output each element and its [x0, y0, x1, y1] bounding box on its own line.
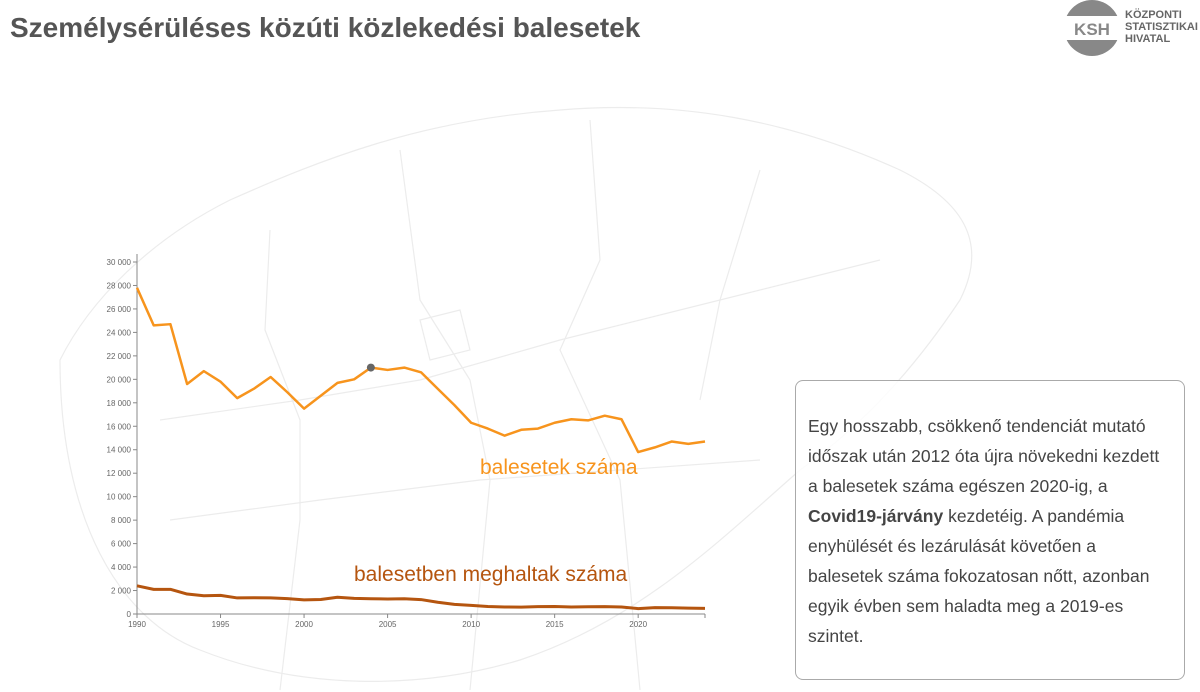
y-tick-label: 0	[127, 610, 132, 619]
chart-lines	[135, 287, 706, 611]
y-tick-label: 20 000	[107, 375, 132, 384]
y-tick-label: 10 000	[107, 493, 132, 502]
x-tick-label: 1990	[128, 620, 146, 629]
legend-meghaltak: balesetben meghaltak száma	[354, 563, 627, 586]
series-line-balesetek	[135, 287, 706, 454]
x-tick-label: 2020	[629, 620, 647, 629]
series-line-meghaltak	[136, 584, 706, 611]
y-tick-label: 28 000	[107, 281, 132, 290]
svg-text:KSH: KSH	[1074, 20, 1110, 39]
x-tick-label: 1995	[212, 620, 230, 629]
chart-axes: 0 2 000 4 000 6 000 8 000 10 000 12 000 14 000 1…	[107, 254, 706, 629]
info-textbox: Egy hosszabb, csökkenő tendenciát mutató…	[795, 380, 1185, 680]
y-tick-label: 8 000	[111, 516, 132, 525]
y-tick-label: 26 000	[107, 305, 132, 314]
highlight-point	[366, 363, 375, 372]
text-bold: Covid19-járvány	[808, 506, 944, 526]
x-tick-label: 2000	[295, 620, 313, 629]
logo-text: KÖZPONTI STATISZTIKAI HIVATAL	[1125, 9, 1198, 45]
y-tick-label: 4 000	[111, 563, 132, 572]
logo-line: KÖZPONTI	[1125, 9, 1182, 21]
y-tick-label: 16 000	[107, 422, 132, 431]
x-tick-label: 2010	[462, 620, 480, 629]
x-tick-label: 2005	[379, 620, 397, 629]
y-tick-label: 2 000	[111, 587, 132, 596]
page-title: Személysérüléses közúti közlekedési bale…	[10, 12, 641, 43]
y-tick-label: 22 000	[107, 352, 132, 361]
legend-balesetek: balesetek száma	[480, 456, 638, 479]
background-map	[59, 106, 973, 691]
x-tick-label: 2015	[546, 620, 564, 629]
text: kezdetéig. A pandémia enyhülését és lezá…	[808, 506, 1150, 646]
y-tick-label: 18 000	[107, 399, 132, 408]
y-tick-label: 6 000	[111, 540, 132, 549]
y-tick-label: 24 000	[107, 328, 132, 337]
ksh-logo: KSH	[1064, 0, 1120, 56]
y-tick-label: 30 000	[107, 258, 132, 267]
y-tick-label: 14 000	[107, 446, 132, 455]
text: Egy hosszabb, csökkenő tendenciát mutató…	[808, 416, 1160, 496]
y-tick-label: 12 000	[107, 469, 132, 478]
logo-line: STATISZTIKAI	[1125, 21, 1198, 33]
logo-line: HIVATAL	[1125, 33, 1171, 45]
